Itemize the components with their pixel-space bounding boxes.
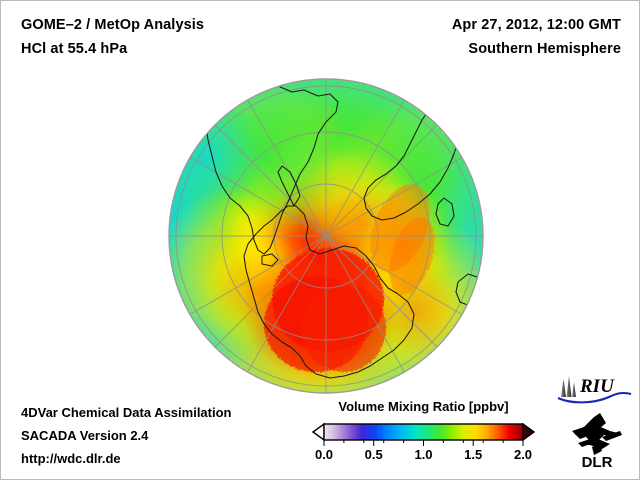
page-subtitle: HCl at 55.4 hPa <box>21 41 128 57</box>
polar-stereographic-map <box>168 78 484 394</box>
colorbar-tick-0: 0.0 <box>314 447 334 462</box>
colorbar-tick-1: 0.5 <box>364 447 383 462</box>
colorbar-gradient <box>311 422 536 446</box>
colorbar-tick-labels: 0.0 0.5 1.0 1.5 2.0 <box>306 447 541 467</box>
page-title: GOME–2 / MetOp Analysis <box>21 17 205 33</box>
colorbar-ticks <box>323 440 524 446</box>
coastline-madagascar <box>435 197 455 227</box>
colorbar-title: Volume Mixing Ratio [ppbv] <box>338 399 509 414</box>
riu-logo: RIU <box>557 375 633 407</box>
region-label: Southern Hemisphere <box>468 41 621 57</box>
colorbar-tick-4: 2.0 <box>513 447 533 462</box>
dlr-logo-text: DLR <box>582 454 613 471</box>
colorbar-high-arrow <box>522 422 536 442</box>
coastline-new-zealand <box>433 373 447 391</box>
observation-date: Apr 27, 2012, 12:00 GMT <box>451 17 621 33</box>
colorbar: Volume Mixing Ratio [ppbv] <box>306 399 541 477</box>
website-link[interactable]: http://wdc.dlr.de <box>21 451 121 466</box>
globe-outline <box>168 78 484 394</box>
dlr-logo: DLR <box>566 411 628 471</box>
coastline-tierra-del-fuego <box>261 253 279 267</box>
riu-tower-icon <box>561 376 576 397</box>
colorbar-low-arrow <box>311 422 325 442</box>
riu-logo-text: RIU <box>579 376 615 397</box>
version-label: SACADA Version 2.4 <box>21 428 149 443</box>
coastline-antarctic-peninsula <box>277 165 301 207</box>
method-label: 4DVar Chemical Data Assimilation <box>21 405 232 420</box>
coastline-antarctica <box>243 205 415 379</box>
dlr-emblem-icon <box>572 413 622 455</box>
meridians <box>169 79 483 393</box>
colorbar-tick-2: 1.0 <box>414 447 433 462</box>
coastline-south-america <box>205 81 339 255</box>
graticule <box>169 79 483 393</box>
riu-swoosh-icon <box>557 391 632 404</box>
colorbar-tick-3: 1.5 <box>464 447 483 462</box>
